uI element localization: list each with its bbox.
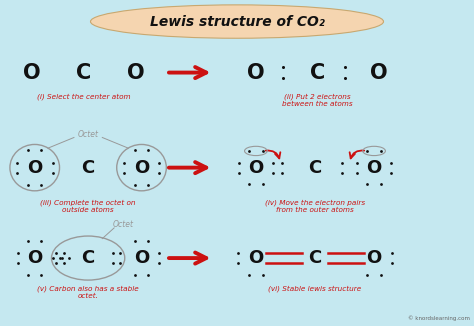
Text: O: O xyxy=(134,159,149,177)
Text: (v) Carbon also has a stable
octet.: (v) Carbon also has a stable octet. xyxy=(37,285,139,299)
Text: O: O xyxy=(27,159,42,177)
Text: O: O xyxy=(23,63,40,82)
Text: C: C xyxy=(309,159,321,177)
Text: C: C xyxy=(309,249,321,267)
Text: (iv) Move the electron pairs
from the outer atoms: (iv) Move the electron pairs from the ou… xyxy=(265,199,365,213)
Text: O: O xyxy=(366,249,382,267)
Text: (i) Select the center atom: (i) Select the center atom xyxy=(36,94,130,100)
Text: O: O xyxy=(370,63,388,82)
Text: Octet: Octet xyxy=(113,220,134,229)
Text: C: C xyxy=(76,63,91,82)
Text: © knordslearning.com: © knordslearning.com xyxy=(408,315,470,321)
Text: C: C xyxy=(82,159,95,177)
Text: C: C xyxy=(310,63,325,82)
Text: (vi) Stable lewis structure: (vi) Stable lewis structure xyxy=(268,285,362,291)
Text: Lewis structure of CO₂: Lewis structure of CO₂ xyxy=(150,15,324,29)
Text: O: O xyxy=(248,249,264,267)
Text: (ii) Put 2 electrons
between the atoms: (ii) Put 2 electrons between the atoms xyxy=(282,94,353,107)
Text: O: O xyxy=(248,159,264,177)
Text: O: O xyxy=(247,63,264,82)
Text: Octet: Octet xyxy=(78,130,99,139)
Ellipse shape xyxy=(91,5,383,38)
Text: (iii) Complete the octet on
outside atoms: (iii) Complete the octet on outside atom… xyxy=(40,199,136,213)
Text: C: C xyxy=(82,249,95,267)
Text: O: O xyxy=(27,249,42,267)
Text: O: O xyxy=(134,249,149,267)
Text: O: O xyxy=(127,63,144,82)
Text: O: O xyxy=(366,159,382,177)
